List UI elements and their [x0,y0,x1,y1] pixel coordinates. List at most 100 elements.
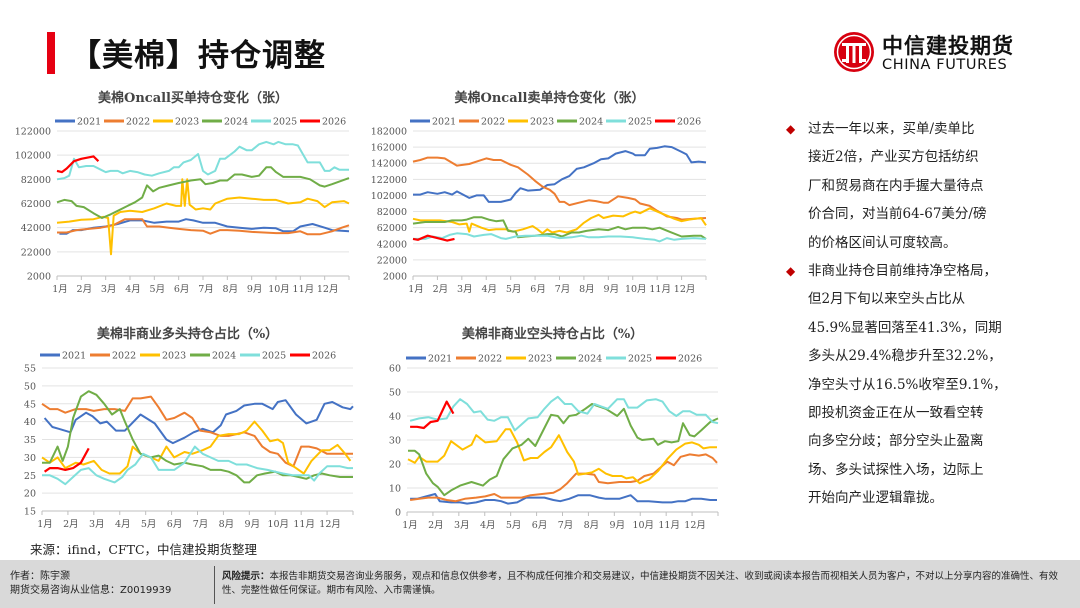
x-tick-label: 4月 [125,284,141,295]
commentary: ◆ 过去一年以来，买单/卖单比 接近2倍，产业买方包括纺织 厂和贸易商在内手握大… [786,115,1056,513]
y-tick-label: 30 [24,453,36,464]
author-name: 作者：陈宇灏 [10,571,70,582]
citic-emblem-icon [834,32,874,72]
series-line-2021 [43,399,354,445]
legend-label: 2025 [273,117,297,128]
series-line-2024 [412,216,707,240]
y-tick-label: 42000 [21,223,51,234]
series-line-2026 [412,234,455,242]
risk-disclaimer: 风险提示：本报告非期货交易咨询业务服务，观点和信息仅供参考，且不构成任何推介和交… [222,570,1072,598]
y-tick-label: 45 [24,399,36,410]
commentary-line: 净空头寸从16.5%收窄至9.1%， [808,376,1007,393]
y-tick-label: 42000 [377,239,407,250]
series-line-2023 [412,207,707,235]
y-tick-label: 50 [24,381,36,392]
chart-oncall-sell: 美棉Oncall卖单持仓变化（张） 2000 22000 42000 62000 8200… [360,85,720,300]
legend-label: 2025 [628,117,652,128]
series-line-2023 [41,420,352,475]
legend-label: 2023 [175,117,199,128]
x-tick-label: 9月 [245,519,261,530]
chart-svg: 美棉Oncall卖单持仓变化（张） 2000 22000 42000 62000 8200… [371,90,707,295]
legend-label: 2023 [530,117,554,128]
logo-text-cn: 中信建投期货 [882,34,1014,58]
series-line-2022 [409,453,718,503]
legend-label: 2025 [262,351,286,362]
y-tick-label: 102000 [15,151,51,162]
legend-label: 2026 [678,354,702,365]
series-line-2023 [56,178,350,256]
x-tick-label: 2月 [77,284,93,295]
legend-label: 2022 [126,117,150,128]
series-line-2025 [56,140,349,181]
author-info: 作者：陈宇灏 期货交易咨询从业信息：Z0019939 [10,570,171,598]
series-line-2023 [407,428,717,485]
x-tick-label: 5月 [506,284,522,295]
legend-label: 2021 [62,351,86,362]
commentary-line: 场、多头试探性入场，边际上 [808,461,984,478]
y-tick-label: 22000 [21,247,51,258]
chart-noncommercial-long: 美棉非商业多头持仓占比（%） 15 20 25 30 35 40 45 50 55 1月 2月 3月 4月… [0,320,360,535]
legend-label: 2024 [212,351,236,362]
legend-label: 2023 [528,354,552,365]
x-tick-label: 11月 [293,519,315,530]
y-tick-label: 60 [389,364,401,375]
chart-svg: 美棉Oncall买单持仓变化（张） 2000 22000 42000 62000 8200… [15,90,350,295]
y-tick-label: 62000 [377,223,407,234]
series-line-2026 [56,155,100,174]
series-line-2024 [408,403,719,497]
y-tick-label: 22000 [377,255,407,266]
x-tick-label: 2月 [63,519,79,530]
x-tick-label: 6月 [530,284,546,295]
series-line-2022 [57,218,350,236]
legend-label: 2024 [578,354,602,365]
x-tick-label: 7月 [193,519,209,530]
commentary-line: 接近2倍，产业买方包括纺织 [808,149,979,166]
diamond-bullet-icon: ◆ [786,264,796,279]
commentary-line: 非商业持仓目前维持净空格局， [808,263,997,280]
risk-label: 风险提示： [222,571,270,582]
series-line-2022 [41,395,353,468]
legend-label: 2026 [312,351,336,362]
y-tick-label: 35 [24,435,36,446]
source-note: 来源：ifind，CFTC，中信建投期货整理 [30,542,258,557]
commentary-bullet-2: ◆ 非商业持仓目前维持净空格局， 但2月下旬以来空头占比从 45.9%显著回落至… [786,257,1056,513]
x-tick-label: 8月 [219,519,235,530]
risk-text: 本报告非期货交易咨询业务服务，观点和信息仅供参考，且不构成任何推介和交易建议，中… [222,571,1059,596]
y-tick-label: 142000 [371,159,407,170]
x-tick-label: 2月 [428,520,444,531]
chart-noncommercial-short: 美棉非商业空头持仓占比（%） 0 10 20 30 40 50 60 1月 2月 3月 4月 5月 6月 7… [360,320,720,535]
legend-label: 2021 [428,354,452,365]
y-tick-label: 40 [24,417,36,428]
x-tick-label: 6月 [167,519,183,530]
logo-text-en: CHINA FUTURES [882,57,1008,73]
x-tick-label: 7月 [198,284,214,295]
legend-label: 2021 [432,117,456,128]
y-tick-label: 82000 [21,175,51,186]
legend-label: 2023 [162,351,186,362]
y-tick-label: 20 [389,460,401,471]
y-tick-label: 30 [389,436,401,447]
commentary-line: 但2月下旬以来空头占比从 [808,291,966,308]
commentary-bullet-1: ◆ 过去一年以来，买单/卖单比 接近2倍，产业买方包括纺织 厂和贸易商在内手握大… [786,115,1056,257]
x-tick-label: 3月 [457,284,473,295]
x-tick-label: 7月 [558,520,574,531]
series-line-2021 [410,493,717,505]
x-tick-label: 12月 [317,284,339,295]
legend-label: 2026 [322,117,346,128]
chart-title: 美棉非商业空头持仓占比（%） [462,326,643,342]
x-tick-label: 9月 [604,284,620,295]
y-tick-label: 162000 [371,143,407,154]
series-line-2026 [410,400,455,430]
y-tick-label: 20 [24,489,36,500]
chart-title: 美棉非商业多头持仓占比（%） [97,326,278,342]
series-line-2026 [43,447,90,473]
x-tick-label: 12月 [319,519,341,530]
y-tick-label: 122000 [15,127,51,138]
x-tick-label: 1月 [402,520,418,531]
series-line-2025 [413,232,707,243]
commentary-line: 多头从29.4%稳步升至32.2%， [808,348,1002,365]
commentary-line: 向多空分歧；部分空头止盈离 [808,433,984,450]
legend-label: 2021 [77,117,101,128]
legend-label: 2022 [478,354,502,365]
